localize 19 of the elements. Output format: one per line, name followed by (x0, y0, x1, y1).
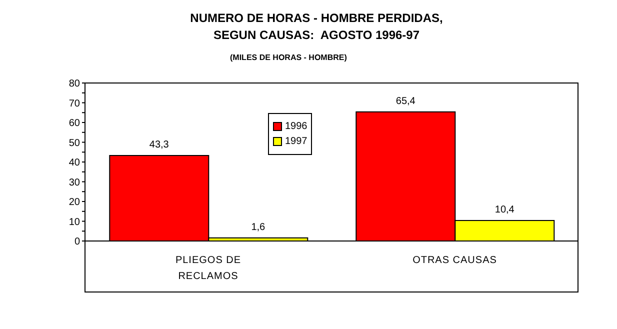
y-tick-label: 70 (68, 98, 80, 110)
x-tick-label: OTRAS CAUSAS (412, 255, 497, 266)
data-label: 10,4 (494, 204, 515, 216)
chart-title: NUMERO DE HORAS - HOMBRE PERDIDAS, SEGUN CAUSAS: AGOSTO 1996-97 (189, 10, 444, 44)
x-tick-label: PLIEGOS DE RECLAMOS (175, 255, 242, 282)
legend-label: 1997 (285, 136, 308, 147)
y-tick-label: 60 (68, 118, 80, 130)
y-tick-label: 0 (74, 236, 80, 248)
y-tick-label: 40 (68, 158, 80, 169)
y-tick-label: 80 (68, 78, 80, 90)
legend-label: 1996 (285, 121, 308, 132)
y-tick-label: 30 (68, 177, 80, 188)
data-label: 65,4 (396, 96, 416, 107)
y-tick-label: 10 (68, 216, 80, 228)
y-tick-label: 50 (68, 138, 80, 149)
chart-subtitle: (MILES DE HORAS - HOMBRE) (230, 53, 347, 62)
data-label: 1,6 (251, 222, 266, 233)
y-tick-label: 20 (68, 197, 80, 208)
data-label: 43,3 (149, 139, 170, 150)
